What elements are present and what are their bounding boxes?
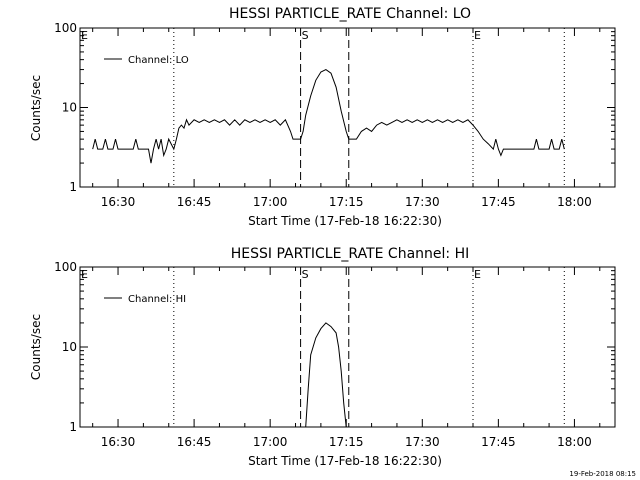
y-tick-label: 100 [54,260,77,274]
x-tick-label: 17:15 [329,435,364,449]
x-tick-label: 18:00 [557,435,592,449]
y-tick-label: 10 [62,101,77,115]
series-line-hi [305,322,347,428]
x-axis-label-lo: Start Time (17-Feb-18 16:22:30) [248,214,442,228]
x-tick-label: 17:15 [329,195,364,209]
panel-lo: HESSI PARTICLE_RATE Channel: LO 1 10 100 1… [29,6,616,228]
x-axis-label-hi: Start Time (17-Feb-18 16:22:30) [248,454,442,468]
x-tick-label: 16:45 [177,435,212,449]
x-tick-label: 17:00 [253,435,288,449]
legend-hi: Channel: HI [104,294,186,305]
x-tick-label: 16:30 [101,435,136,449]
plot-frame-hi [79,266,616,428]
plot-frame-lo [79,27,616,188]
y-axis-label-hi: Counts/sec [29,314,43,380]
y-axis-label-lo: Counts/sec [29,75,43,141]
marker-label: S [302,268,309,281]
legend-label-lo: Channel: LO [128,55,189,66]
marker-label: E [81,29,88,42]
y-tick-label: 10 [62,340,77,354]
x-tick-label: 16:30 [101,195,136,209]
y-tick-label: 1 [69,180,77,194]
x-axis-lo: 16:30 16:45 17:00 17:15 17:30 17:45 18:00 [92,28,601,209]
y-axis-hi: 1 10 100 [54,260,615,434]
x-tick-label: 17:45 [481,195,516,209]
marker-label: E [474,268,481,281]
y-tick-label: 100 [54,21,77,35]
marker-label: E [474,29,481,42]
x-tick-label: 17:00 [253,195,288,209]
x-tick-label: 17:30 [405,435,440,449]
x-tick-label: 17:30 [405,195,440,209]
x-tick-label: 17:45 [481,435,516,449]
panel-hi: HESSI PARTICLE_RATE Channel: HI 1 10 100 1… [29,246,616,468]
x-tick-label: 16:45 [177,195,212,209]
marker-label: S [302,29,309,42]
chart-title-hi: HESSI PARTICLE_RATE Channel: HI [231,246,469,262]
x-tick-label: 18:00 [557,195,592,209]
chart-title-lo: HESSI PARTICLE_RATE Channel: LO [229,6,471,22]
y-tick-label: 1 [69,420,77,434]
footer-timestamp: 19-Feb-2018 08:15 [569,470,636,478]
legend-label-hi: Channel: HI [128,294,186,305]
series-line-lo [92,69,565,164]
y-axis-lo: 1 10 100 [54,21,615,194]
marker-label: E [81,268,88,281]
legend-lo: Channel: LO [104,55,189,66]
x-axis-hi: 16:30 16:45 17:00 17:15 17:30 17:45 18:00 [92,267,601,449]
